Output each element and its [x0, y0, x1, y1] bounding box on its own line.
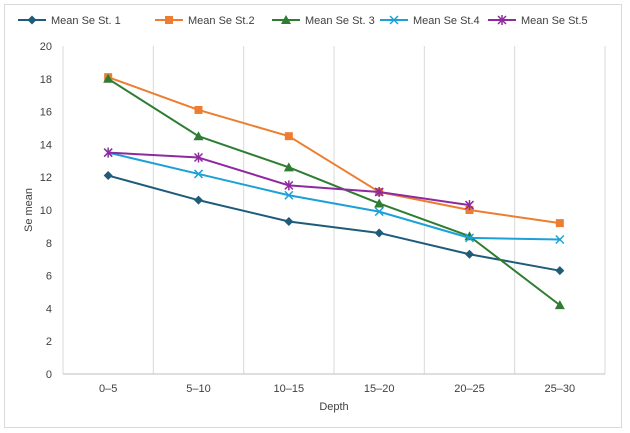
- data-point-marker: [193, 169, 204, 179]
- y-tick-label: 10: [40, 205, 52, 217]
- legend-item: Mean Se St.2: [155, 15, 255, 27]
- data-point-marker: [284, 190, 294, 200]
- x-tick-label: 10–15: [274, 383, 305, 395]
- legend-marker: [389, 15, 399, 25]
- data-point-marker: [465, 249, 474, 259]
- data-point-marker: [194, 195, 203, 205]
- series-line: [108, 151, 470, 207]
- data-point-marker: [374, 198, 385, 208]
- legend-item: Mean Se St.5: [488, 15, 588, 27]
- legend-label: Mean Se St.4: [413, 15, 480, 27]
- data-point-marker: [194, 105, 203, 114]
- data-point-marker: [193, 131, 204, 141]
- series-layer: [103, 73, 565, 310]
- series-1: [103, 171, 565, 276]
- legend-label: Mean Se St. 3: [305, 15, 375, 27]
- y-tick-label: 2: [46, 336, 52, 348]
- x-axis-title: Depth: [319, 401, 348, 413]
- series-4: [103, 148, 565, 245]
- series-line: [107, 151, 560, 241]
- legend: Mean Se St. 1 Mean Se St.2 Mean Se St. 3 Me…: [18, 15, 588, 27]
- legend-item: Mean Se St. 3: [272, 15, 375, 27]
- data-point-marker: [374, 207, 384, 217]
- data-point-marker: [103, 73, 114, 83]
- series-line: [107, 174, 561, 272]
- data-point-marker: [103, 147, 113, 158]
- x-tick-label: 15–20: [364, 383, 395, 395]
- legend-marker: [165, 16, 173, 24]
- data-point-marker: [464, 200, 475, 211]
- data-point-marker: [284, 216, 294, 226]
- y-axis-ticks: 0 2 4 6 8 10 12 14 16 18 20: [40, 41, 52, 381]
- y-tick-label: 8: [46, 238, 52, 250]
- data-point-marker: [284, 180, 294, 191]
- data-point-marker: [193, 152, 204, 163]
- data-point-marker: [374, 228, 384, 238]
- gridlines: [62, 46, 606, 374]
- x-axis-ticks: 0–5 5–10 10–15 15–20 20–25 25–30: [99, 383, 575, 395]
- y-tick-label: 0: [46, 369, 52, 381]
- y-tick-label: 14: [40, 139, 52, 151]
- data-point-marker: [555, 219, 564, 228]
- data-point-marker: [464, 233, 475, 243]
- y-tick-label: 12: [40, 172, 52, 184]
- data-point-marker: [554, 300, 565, 310]
- x-tick-label: 25–30: [545, 383, 576, 395]
- legend-item: Mean Se St.4: [380, 15, 480, 27]
- legend-label: Mean Se St.2: [188, 15, 255, 27]
- x-tick-label: 0–5: [99, 383, 117, 395]
- series-5: [103, 147, 475, 211]
- legend-label: Mean Se St.5: [521, 15, 588, 27]
- y-tick-label: 18: [40, 74, 52, 86]
- data-point-marker: [555, 234, 565, 245]
- series-line: [107, 77, 561, 306]
- y-tick-label: 4: [46, 303, 52, 315]
- y-tick-label: 16: [40, 107, 52, 119]
- legend-label: Mean Se St. 1: [51, 15, 121, 27]
- y-tick-label: 20: [40, 41, 52, 53]
- legend-marker: [27, 15, 37, 25]
- x-tick-label: 5–10: [186, 383, 210, 395]
- data-point-marker: [555, 266, 565, 276]
- legend-item: Mean Se St. 1: [18, 15, 121, 27]
- data-point-marker: [103, 171, 113, 181]
- legend-marker: [497, 15, 507, 25]
- series-line: [107, 76, 560, 225]
- data-point-marker: [284, 132, 293, 141]
- legend-marker: [281, 15, 291, 24]
- y-tick-label: 6: [46, 271, 52, 283]
- data-point-marker: [374, 186, 384, 197]
- x-tick-label: 20–25: [454, 383, 485, 395]
- y-axis-title: Se mean: [23, 188, 35, 232]
- data-point-marker: [283, 162, 294, 172]
